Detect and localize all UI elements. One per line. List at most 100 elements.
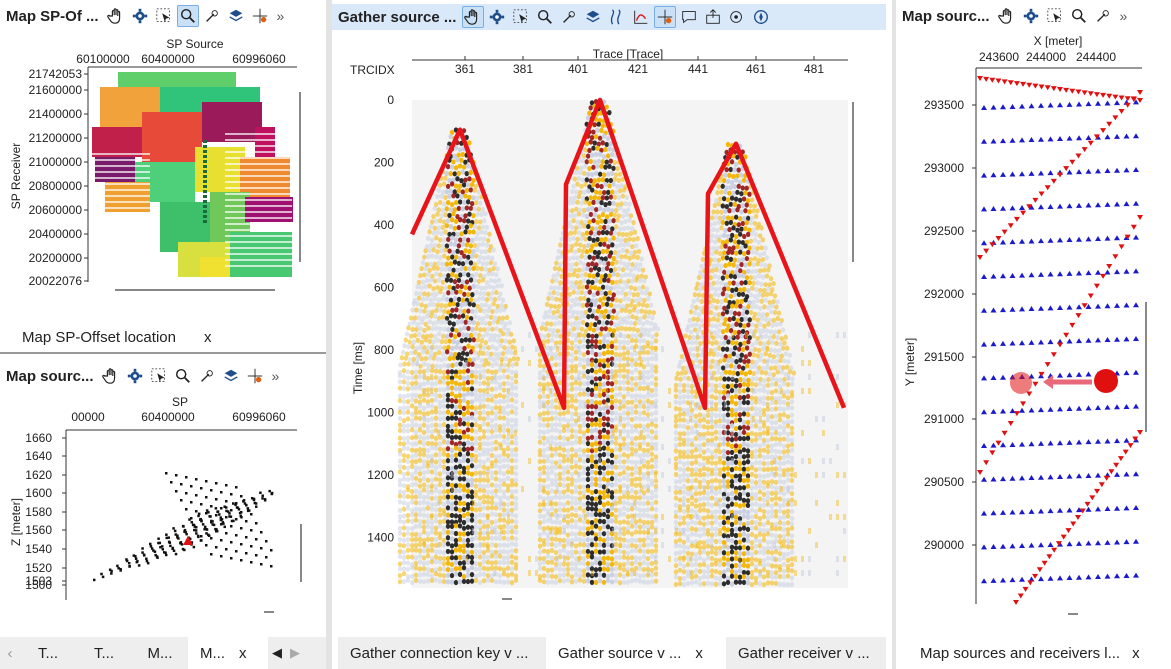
- x-axis-label: SP: [172, 395, 188, 409]
- zoom-icon[interactable]: [176, 5, 199, 27]
- left-bottom-tabs: ‹ T... T... M... M... x ◀ ▶: [0, 637, 326, 669]
- x-axis-label: SP Source: [166, 37, 223, 51]
- panel-title: Map sourc...: [6, 367, 94, 385]
- tick-label: 21742053: [29, 67, 83, 81]
- tick-label: 600: [374, 281, 394, 295]
- layers-icon[interactable]: [582, 6, 604, 28]
- tab-label: Gather receiver v ...: [738, 644, 870, 662]
- tab-item-active[interactable]: M... x: [188, 637, 268, 669]
- select-icon[interactable]: [148, 365, 170, 387]
- hand-pan-icon[interactable]: [462, 6, 485, 28]
- tab-label: T...: [93, 644, 114, 662]
- pick-icon[interactable]: [1092, 5, 1114, 27]
- tick-label: 291000: [924, 412, 964, 426]
- x-tick: 60996060: [232, 52, 286, 66]
- tab-map-sp-offset[interactable]: Map SP-Offset location x: [0, 322, 223, 352]
- panel-title: Map SP-Of ...: [6, 7, 99, 25]
- sp-offset-toolbar: Map SP-Of ... »: [0, 0, 326, 32]
- tick-label: 290500: [924, 475, 964, 489]
- tick-label: 20800000: [29, 179, 83, 193]
- crosshair-icon[interactable]: [654, 6, 677, 28]
- tab-item[interactable]: T...: [76, 637, 132, 669]
- comment-icon[interactable]: [678, 6, 700, 28]
- crosshair-icon[interactable]: [249, 5, 271, 27]
- pick-icon[interactable]: [201, 5, 223, 27]
- previous-source-marker: [1010, 372, 1032, 394]
- y-axis-label: Z [meter]: [9, 498, 23, 546]
- tab-gather-receiver[interactable]: Gather receiver v ...: [726, 637, 886, 669]
- gather-toolbar: Gather source ...: [332, 4, 886, 30]
- select-icon[interactable]: [1044, 5, 1066, 27]
- layers-icon[interactable]: [225, 5, 247, 27]
- first-break-overlay: [409, 97, 847, 411]
- sources-small-panel: Map sourc... » SP 00000 60400000 6099606…: [0, 360, 326, 632]
- gear-icon[interactable]: [129, 5, 151, 27]
- x-axis-label: X [meter]: [1034, 34, 1083, 48]
- chart-icon[interactable]: [630, 6, 652, 28]
- tabs-next-icon[interactable]: ▶: [290, 645, 300, 660]
- sources-small-plot[interactable]: SP 00000 60400000 60996060 Z [meter] 166…: [0, 392, 326, 632]
- tab-map-sources[interactable]: Map sources and receivers l... x: [896, 637, 1152, 669]
- map-sources-plot[interactable]: X [meter] 243600 244000 244400 Y [meter]…: [896, 32, 1171, 637]
- y-axis-label: Time [ms]: [351, 342, 365, 394]
- tick-label: 381: [513, 62, 533, 76]
- gear-icon[interactable]: [124, 365, 146, 387]
- select-icon[interactable]: [510, 6, 532, 28]
- zoom-icon[interactable]: [534, 6, 556, 28]
- tab-label: Gather connection key v ...: [350, 644, 529, 662]
- crosshair-icon[interactable]: [244, 365, 266, 387]
- export-icon[interactable]: [702, 6, 724, 28]
- hand-pan-icon[interactable]: [100, 365, 122, 387]
- gear-icon[interactable]: [486, 6, 508, 28]
- close-icon[interactable]: x: [1132, 644, 1140, 662]
- sp-offset-plot[interactable]: SP Source 60100000 60400000 60996060 SP …: [0, 32, 326, 332]
- tick-label: 293000: [924, 161, 964, 175]
- tick-label: 1200: [367, 468, 394, 482]
- tab-item[interactable]: M...: [132, 637, 188, 669]
- hand-pan-icon[interactable]: [105, 5, 127, 27]
- map-sources-toolbar: Map sourc... »: [896, 0, 1171, 32]
- select-icon[interactable]: [153, 5, 175, 27]
- seismic-gather-plot[interactable]: Trace [Trace] TRCIDX 361 381 401 421 441 461 4…: [332, 32, 892, 637]
- compass-icon[interactable]: [750, 6, 772, 28]
- gear-icon[interactable]: [1020, 5, 1042, 27]
- tab-label: M...: [147, 644, 173, 662]
- pick-icon[interactable]: [196, 365, 218, 387]
- tick-label: 1000: [367, 406, 394, 420]
- hand-pan-icon[interactable]: [996, 5, 1018, 27]
- x-axis-label: Trace [Trace]: [593, 47, 663, 61]
- wiggle-icon[interactable]: [606, 6, 628, 28]
- current-source-marker: [1094, 369, 1118, 393]
- tab-label: Map sources and receivers l...: [920, 644, 1121, 662]
- close-icon[interactable]: x: [203, 328, 212, 346]
- tabs-prev-icon[interactable]: ◀: [272, 645, 282, 660]
- measure-icon[interactable]: [726, 6, 748, 28]
- tick-label: 20200000: [29, 251, 83, 265]
- tick-label: 1660: [25, 431, 52, 445]
- tick-label: 441: [688, 62, 708, 76]
- sp-offset-panel: Map SP-Of ... » SP Source 60100000 60400…: [0, 0, 326, 352]
- pick-icon[interactable]: [558, 6, 580, 28]
- zoom-icon[interactable]: [1068, 5, 1090, 27]
- tick-label: 361: [455, 62, 475, 76]
- more-icon[interactable]: »: [271, 368, 280, 384]
- zoom-icon[interactable]: [172, 365, 194, 387]
- close-icon[interactable]: x: [695, 644, 703, 662]
- x-tick: 60996060: [232, 410, 286, 424]
- more-icon[interactable]: »: [1119, 8, 1128, 24]
- tab-item[interactable]: ‹: [7, 644, 13, 662]
- tab-gather-source[interactable]: Gather source v ... x: [546, 637, 726, 669]
- close-icon[interactable]: x: [239, 644, 247, 662]
- tab-gather-connection[interactable]: Gather connection key v ...: [338, 637, 546, 669]
- tick-label: 292000: [924, 287, 964, 301]
- more-icon[interactable]: »: [276, 8, 285, 24]
- tick-label: 401: [568, 62, 588, 76]
- map-sources-tab: Map sources and receivers l... x: [896, 637, 1152, 669]
- sources-small-toolbar: Map sourc... »: [0, 360, 326, 392]
- tick-label: 293500: [924, 98, 964, 112]
- tick-label: 800: [374, 343, 394, 357]
- panel-title: Map sourc...: [902, 7, 990, 25]
- layers-icon[interactable]: [220, 365, 242, 387]
- sp-offset-tab: Map SP-Offset location x: [0, 322, 223, 352]
- tab-item[interactable]: T...: [20, 637, 76, 669]
